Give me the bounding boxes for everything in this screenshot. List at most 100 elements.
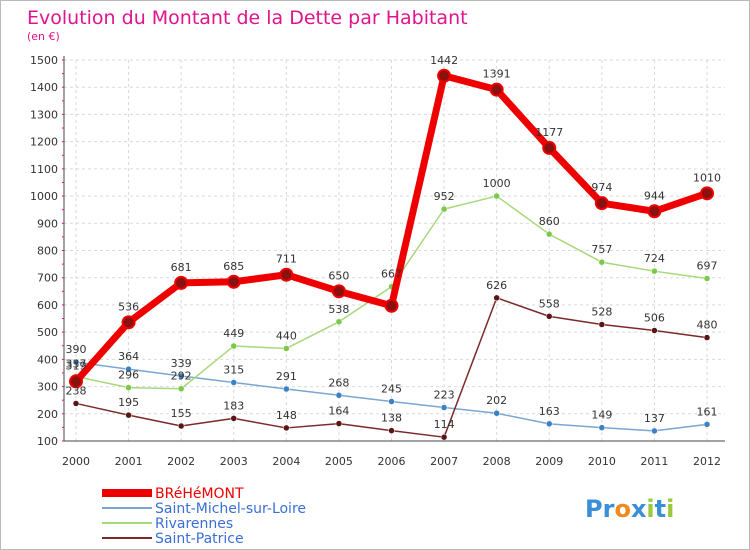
- brand-wordmark: Proxiti: [585, 495, 674, 523]
- x-tick-label: 2000: [62, 455, 90, 468]
- data-label: 364: [118, 350, 139, 363]
- data-point: [437, 68, 452, 83]
- data-point: [651, 427, 658, 435]
- data-label: 667: [381, 268, 402, 281]
- legend-label: Saint-Patrice: [155, 531, 244, 547]
- y-tick-label: 900: [37, 217, 58, 230]
- data-point: [388, 398, 395, 405]
- data-label: 952: [434, 190, 455, 203]
- data-point: [384, 298, 399, 313]
- x-tick-label: 2012: [693, 455, 721, 468]
- data-label: 149: [591, 409, 612, 422]
- data-point: [69, 374, 83, 389]
- y-tick-label: 1000: [30, 190, 58, 203]
- data-label: 114: [434, 418, 455, 431]
- y-tick-label: 700: [37, 272, 58, 285]
- data-label: 449: [223, 327, 244, 340]
- data-point: [703, 334, 711, 341]
- data-label: 506: [644, 312, 665, 325]
- data-point: [651, 267, 658, 275]
- data-point: [440, 205, 448, 213]
- data-label: 626: [486, 279, 507, 292]
- brand-letter: t: [655, 495, 666, 523]
- data-label: 1391: [483, 68, 511, 81]
- data-point: [598, 424, 606, 431]
- y-tick-label: 800: [37, 245, 58, 258]
- x-tick-label: 2009: [535, 455, 563, 468]
- data-label: 164: [328, 405, 349, 418]
- data-point: [125, 365, 132, 373]
- data-point: [331, 284, 346, 299]
- data-label: 681: [171, 261, 192, 274]
- x-tick-label: 2007: [430, 455, 458, 468]
- chart-title: Evolution du Montant de la Dette par Hab…: [27, 7, 468, 29]
- data-label: 697: [697, 260, 718, 273]
- x-tick-label: 2002: [167, 455, 195, 468]
- x-tick-label: 2005: [325, 455, 353, 468]
- data-point: [546, 230, 553, 238]
- data-point: [546, 420, 553, 428]
- brand-letter: P: [585, 495, 603, 523]
- chart-series: [69, 68, 714, 441]
- data-point: [440, 404, 448, 411]
- data-point: [489, 82, 504, 97]
- chart-legend: BRéHéMONTSaint-Michel-sur-LoireRivarenne…: [102, 486, 306, 547]
- data-label: 944: [644, 189, 665, 202]
- data-point: [177, 385, 185, 392]
- data-label: 315: [223, 363, 244, 376]
- y-tick-label: 400: [37, 353, 58, 366]
- x-tick-label: 2004: [272, 455, 300, 468]
- data-point: [283, 385, 290, 393]
- data-label: 138: [381, 412, 402, 425]
- data-point: [647, 204, 662, 219]
- y-tick-label: 600: [37, 299, 58, 312]
- data-point: [177, 372, 185, 380]
- data-label: 1442: [430, 54, 458, 67]
- brand-letter: o: [614, 495, 631, 523]
- data-point: [651, 327, 658, 334]
- y-tick-label: 200: [37, 408, 58, 421]
- data-point: [335, 392, 343, 399]
- data-label: 161: [697, 405, 718, 418]
- data-point: [177, 422, 185, 430]
- data-point: [174, 275, 189, 290]
- data-point: [598, 321, 606, 328]
- data-point: [440, 433, 448, 441]
- y-tick-label: 1200: [30, 136, 58, 149]
- data-point: [493, 192, 500, 200]
- data-point: [230, 342, 237, 350]
- data-point: [388, 427, 395, 434]
- data-label: 268: [328, 376, 349, 389]
- data-point: [72, 358, 80, 366]
- y-tick-label: 100: [37, 435, 58, 448]
- data-label: 528: [591, 306, 612, 319]
- data-point: [493, 409, 500, 417]
- data-point: [121, 315, 136, 330]
- chart-axes: 100 200 300 400 500 600 700 800 900 1000 1100 1200 1…: [30, 54, 725, 468]
- data-label: 1010: [693, 171, 721, 184]
- data-point: [72, 400, 80, 407]
- brand-letter: r: [603, 495, 615, 523]
- data-label: 650: [328, 269, 349, 282]
- y-tick-label: 1400: [30, 81, 58, 94]
- data-label: 223: [434, 389, 455, 402]
- data-label: 538: [328, 303, 349, 316]
- data-point: [493, 294, 500, 302]
- data-point: [542, 140, 557, 155]
- data-point: [230, 415, 237, 422]
- brand-letter: i: [666, 495, 674, 523]
- data-label: 291: [276, 370, 297, 383]
- y-tick-label: 1500: [30, 54, 58, 67]
- data-label: 202: [486, 394, 507, 407]
- data-point: [279, 267, 294, 282]
- data-label: 1000: [483, 177, 511, 190]
- data-label: 148: [276, 409, 297, 422]
- data-label: 292: [171, 370, 192, 383]
- data-label: 757: [591, 243, 612, 256]
- data-label: 480: [697, 319, 718, 332]
- data-label: 536: [118, 300, 139, 313]
- data-label: 339: [171, 357, 192, 370]
- data-label: 163: [539, 405, 560, 418]
